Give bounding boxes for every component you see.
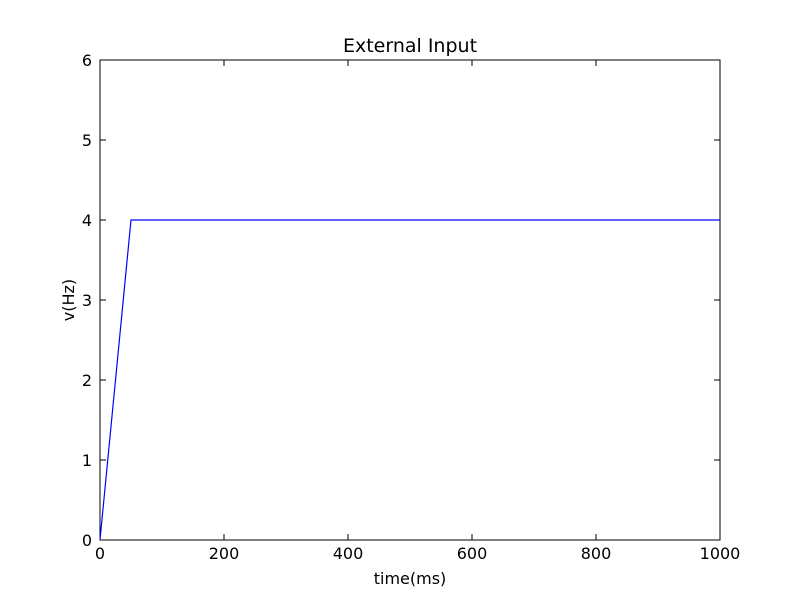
plot-area [99, 59, 721, 541]
y-tick-label: 3 [82, 291, 92, 310]
y-tick-label: 1 [82, 451, 92, 470]
y-tick-label: 5 [82, 131, 92, 150]
y-tick-label: 2 [82, 371, 92, 390]
x-axis-label: time(ms) [374, 569, 447, 588]
series-line [99, 219, 720, 541]
y-axis-label: v(Hz) [59, 279, 78, 321]
chart-title: External Input [343, 35, 477, 57]
x-tick-label: 600 [457, 544, 488, 563]
x-tick-label: 800 [581, 544, 612, 563]
y-tick-label: 4 [82, 211, 92, 230]
x-tick-label: 0 [95, 544, 105, 563]
series-layer [99, 219, 720, 541]
x-tick-label: 1000 [700, 544, 741, 563]
y-tick-label: 0 [82, 531, 92, 550]
x-tick-label: 400 [333, 544, 364, 563]
y-axis-ticks: 0 1 2 3 4 5 6 [82, 51, 720, 550]
x-tick-label: 200 [209, 544, 240, 563]
y-tick-label: 6 [82, 51, 92, 70]
x-axis-ticks: 0 200 400 600 800 1000 [95, 60, 740, 563]
